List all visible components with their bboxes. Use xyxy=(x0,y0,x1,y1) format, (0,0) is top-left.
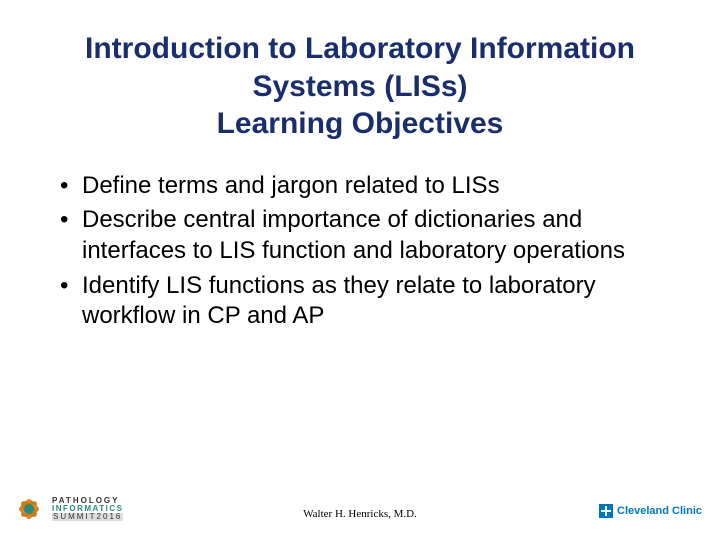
bullet-item: Define terms and jargon related to LISs xyxy=(60,171,670,202)
clinic-logo: Cleveland Clinic xyxy=(599,504,702,518)
bullet-item: Describe central importance of dictionar… xyxy=(60,205,670,266)
title-line-2: Systems (LISs) xyxy=(252,70,467,103)
plus-icon xyxy=(599,504,613,518)
slide: Introduction to Laboratory Information S… xyxy=(0,0,720,540)
title-line-1: Introduction to Laboratory Information xyxy=(85,32,635,65)
conference-logo-text: PATHOLOGY INFORMATICS SUMMIT2016 xyxy=(52,497,123,521)
slide-title: Introduction to Laboratory Information S… xyxy=(50,30,670,143)
footer: PATHOLOGY INFORMATICS SUMMIT2016 Walter … xyxy=(0,492,720,528)
author-name: Walter H. Henricks, M.D. xyxy=(303,508,417,520)
conference-logo: PATHOLOGY INFORMATICS SUMMIT2016 xyxy=(12,492,123,526)
bullet-list: Define terms and jargon related to LISs … xyxy=(50,171,670,333)
logo-line-3: SUMMIT2016 xyxy=(52,513,123,521)
clinic-logo-text: Cleveland Clinic xyxy=(617,505,702,517)
title-line-3: Learning Objectives xyxy=(217,107,504,140)
bullet-item: Identify LIS functions as they relate to… xyxy=(60,271,670,332)
flower-icon xyxy=(12,492,46,526)
